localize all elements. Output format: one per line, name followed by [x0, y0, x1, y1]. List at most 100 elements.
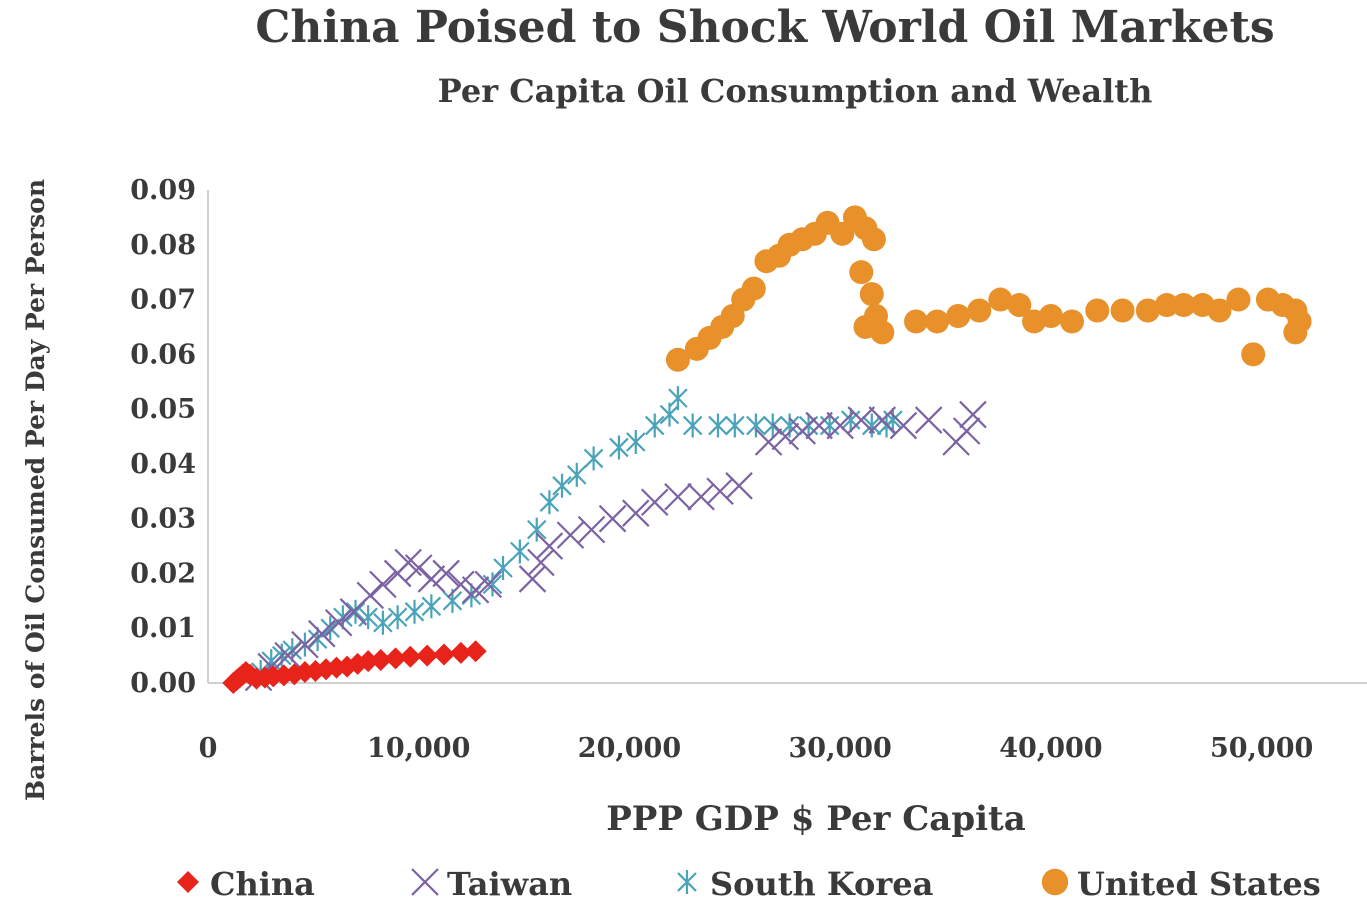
y-tick-label: 0.00 — [130, 668, 196, 699]
legend-label: United States — [1077, 865, 1321, 903]
y-tick-label: 0.01 — [130, 613, 196, 644]
data-point — [1059, 309, 1084, 334]
x-tick-label: 20,000 — [578, 733, 681, 764]
data-point — [556, 521, 585, 549]
legend-item-china: China — [177, 865, 315, 903]
data-point — [640, 488, 669, 517]
data-point — [274, 641, 302, 670]
data-point — [952, 417, 981, 445]
y-axis-title: Barrels of Oil Consumed Per Day Per Pers… — [21, 179, 50, 801]
data-point — [609, 435, 629, 460]
data-point — [861, 227, 886, 252]
data-point — [914, 406, 943, 434]
data-point — [1241, 342, 1266, 367]
data-point — [526, 517, 547, 542]
data-point — [741, 276, 766, 301]
data-point — [625, 429, 646, 454]
data-point — [665, 347, 690, 372]
data-point — [687, 482, 715, 511]
data-point — [291, 630, 319, 659]
x-tick-label: 30,000 — [789, 733, 892, 764]
data-point — [399, 645, 422, 668]
data-point — [404, 554, 433, 582]
data-point — [805, 411, 833, 440]
legend-marker-x — [411, 868, 439, 896]
data-point — [889, 411, 918, 440]
y-tick-label: 0.02 — [130, 558, 196, 589]
legend-item-taiwan: Taiwan — [411, 865, 572, 903]
data-point — [320, 616, 340, 641]
data-point — [870, 320, 895, 345]
data-point — [447, 570, 475, 599]
data-point — [1007, 293, 1032, 318]
data-point — [356, 581, 385, 610]
data-point — [387, 605, 408, 630]
chart-subtitle: Per Capita Oil Consumption and Wealth — [437, 72, 1153, 110]
data-point — [1110, 298, 1135, 323]
legend-label: South Korea — [710, 865, 933, 903]
data-point — [868, 406, 897, 434]
data-point — [433, 643, 456, 666]
data-point — [988, 287, 1013, 312]
data-point — [358, 605, 378, 630]
data-point — [664, 482, 692, 511]
data-point — [862, 413, 882, 438]
data-point — [324, 608, 353, 637]
data-point — [369, 648, 392, 671]
y-tick-label: 0.03 — [130, 504, 196, 535]
data-point — [449, 641, 472, 664]
y-tick-label: 0.09 — [130, 175, 196, 206]
data-point — [682, 413, 703, 438]
legend-label: China — [210, 865, 315, 903]
chart-title: China Poised to Shock World Oil Markets — [255, 2, 1275, 53]
legend-marker-circle — [1041, 868, 1069, 896]
series-china — [222, 640, 487, 694]
y-tick-label: 0.04 — [130, 449, 196, 480]
data-point — [754, 428, 783, 456]
data-point — [1226, 287, 1251, 312]
series-united-states — [665, 205, 1312, 372]
data-point — [432, 559, 460, 588]
data-point — [847, 406, 876, 434]
legend-marker-star — [677, 870, 697, 894]
data-point — [404, 599, 425, 624]
x-tick-label: 50,000 — [1210, 733, 1313, 764]
data-point — [708, 413, 728, 438]
data-point — [384, 647, 407, 670]
y-tick-label: 0.07 — [130, 285, 196, 316]
data-point — [1154, 293, 1179, 318]
legend-marker-diamond — [177, 871, 199, 893]
data-point — [369, 570, 397, 599]
data-point — [946, 303, 971, 328]
data-point — [959, 400, 987, 429]
data-point — [539, 490, 560, 515]
y-tick-label: 0.08 — [130, 230, 196, 261]
data-point — [566, 462, 587, 487]
data-point — [1135, 298, 1160, 323]
data-point — [725, 413, 745, 438]
data-point — [746, 413, 766, 438]
legend: China Taiwan South Korea United States — [177, 865, 1321, 903]
data-point — [417, 565, 446, 593]
data-marks — [222, 205, 1312, 694]
series-taiwan — [244, 400, 987, 692]
series-south-korea — [250, 386, 903, 685]
legend-item-united-states: United States — [1041, 865, 1321, 903]
data-point — [621, 499, 650, 527]
data-point — [706, 477, 734, 506]
data-point — [552, 473, 572, 498]
data-point — [373, 610, 393, 635]
data-point — [668, 386, 688, 411]
y-tick-label: 0.06 — [130, 339, 196, 370]
x-tick-label: 0 — [199, 733, 218, 764]
data-point — [598, 504, 627, 533]
legend-item-south-korea: South Korea — [677, 865, 933, 903]
data-point — [357, 650, 380, 673]
axes: 0.00 0.01 0.02 0.03 0.04 0.05 0.06 0.07 0.08 0.09… — [130, 175, 1367, 764]
data-point — [819, 413, 840, 438]
data-point — [518, 565, 547, 593]
data-point — [510, 539, 530, 564]
data-point — [788, 417, 817, 445]
